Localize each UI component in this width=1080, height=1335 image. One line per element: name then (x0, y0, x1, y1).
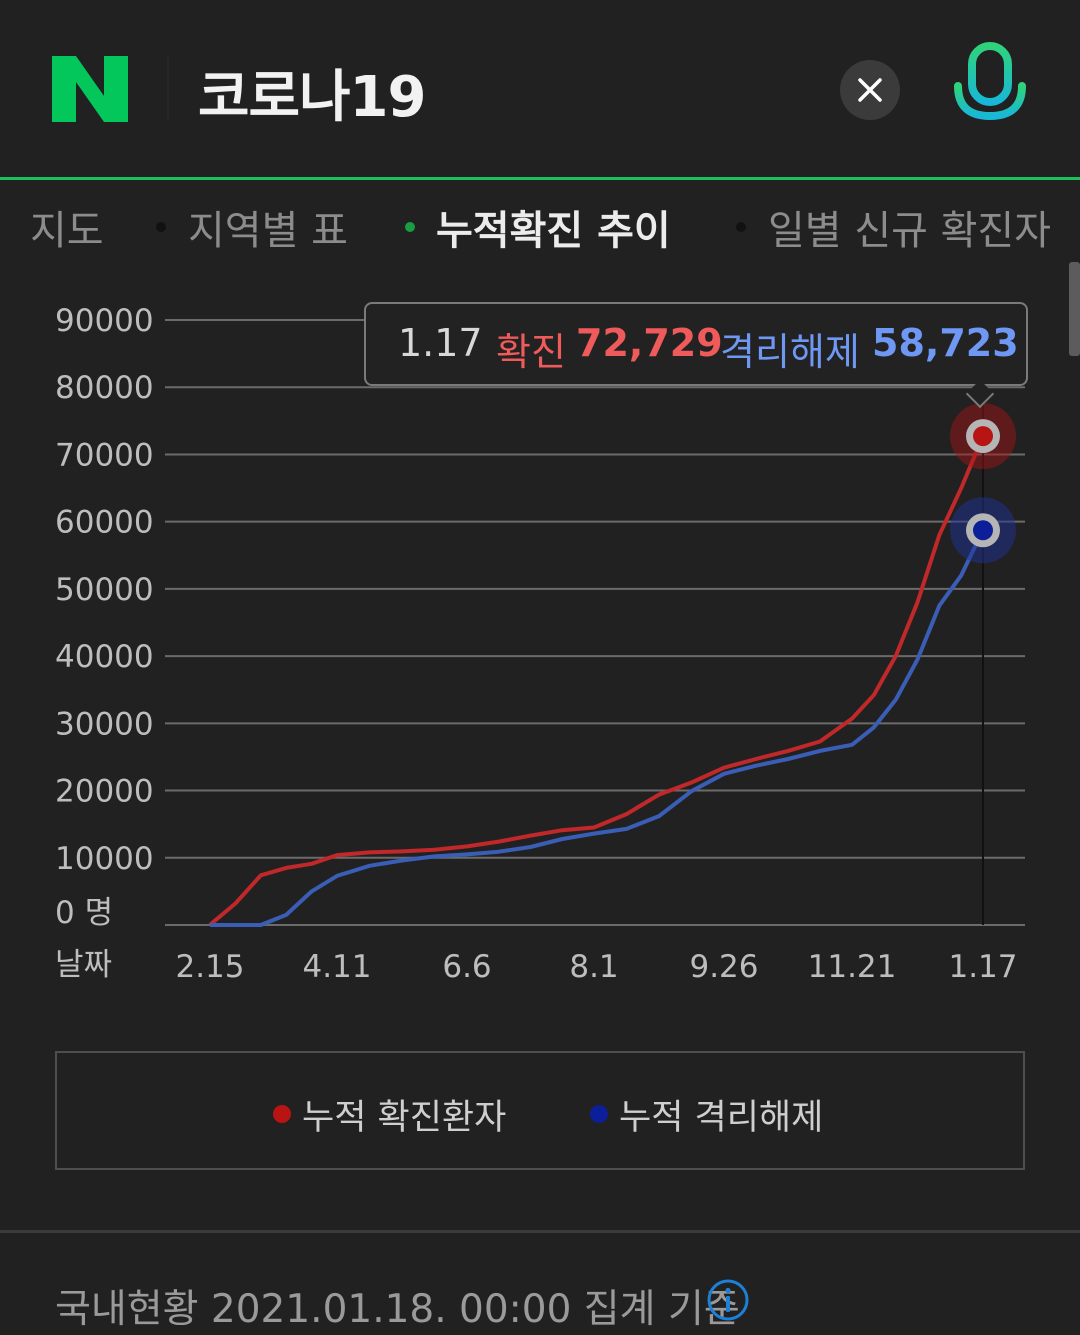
header-underline (0, 177, 1080, 180)
tab-daily-new-cases[interactable]: 일별 신규 확진자 (768, 208, 1052, 254)
y-tick-label: 40000 (55, 639, 154, 675)
tooltip-released-value: 58,723 (872, 321, 1019, 365)
y-axis-labels: 90000 80000 70000 60000 50000 40000 30000 20000… (55, 303, 154, 931)
tab-separator-dot (156, 222, 166, 232)
tab-cumulative-trend[interactable]: 누적확진 추이 (436, 208, 671, 254)
y-tick-label: 20000 (55, 774, 154, 810)
naver-logo-icon[interactable] (52, 56, 128, 122)
chart-tab-bar: 지도 지역별 표 누적확진 추이 일별 신규 확진자 (0, 180, 1080, 270)
legend-confirmed-label[interactable]: 누적 확진환자 (302, 1098, 507, 1138)
search-query[interactable]: 코로나19 (198, 65, 426, 130)
x-tick-label: 1.17 (948, 949, 1017, 985)
tooltip-confirmed-value: 72,729 (576, 321, 723, 365)
y-tick-label: 70000 (55, 437, 154, 473)
tab-regional-table[interactable]: 지역별 표 (188, 208, 348, 254)
legend-released-dot (590, 1105, 608, 1123)
marker-confirmed-point[interactable] (973, 426, 993, 447)
scrollbar[interactable] (1069, 262, 1080, 356)
close-icon (858, 78, 882, 102)
tab-map[interactable]: 지도 (30, 208, 104, 254)
series-line-released (210, 529, 985, 927)
x-tick-label: 6.6 (442, 949, 491, 985)
tooltip-date: 1.17 (398, 321, 483, 365)
tooltip-confirmed-label: 확진 (496, 330, 566, 374)
clear-search-button[interactable] (840, 60, 900, 120)
tab-active-dot (405, 222, 415, 232)
tab-separator-dot (736, 222, 746, 232)
status-text: 국내현황 2021.01.18. 00:00 집계 기준 (55, 1287, 740, 1332)
section-divider (0, 1230, 1080, 1233)
search-divider (167, 56, 169, 122)
y-tick-label: 10000 (55, 841, 154, 877)
y-tick-label: 60000 (55, 505, 154, 541)
x-tick-label: 2.15 (175, 949, 244, 985)
legend-confirmed-dot (273, 1105, 291, 1123)
x-axis-title: 날짜 (55, 947, 112, 983)
y-tick-label: 50000 (55, 572, 154, 608)
y-tick-label: 90000 (55, 303, 154, 339)
y-tick-label: 30000 (55, 706, 154, 742)
x-tick-label: 4.11 (302, 949, 371, 985)
legend-released-label[interactable]: 누적 격리해제 (619, 1098, 824, 1138)
x-tick-label: 8.1 (569, 949, 618, 985)
x-axis-labels: 2.15 4.11 6.6 8.1 9.26 11.21 1.17 (175, 949, 1017, 985)
y-tick-label: 80000 (55, 370, 154, 406)
chart-legend: 누적 확진환자 누적 격리해제 (55, 1051, 1025, 1170)
chart-markers (950, 403, 1016, 564)
chart-tooltip: 1.17 확진 72,729 격리해제 58,723 (364, 302, 1028, 409)
search-header: 코로나19 (0, 0, 1080, 178)
x-tick-label: 11.21 (808, 949, 897, 985)
chart-series (208, 435, 985, 927)
x-tick-label: 9.26 (689, 949, 758, 985)
tooltip-released-label: 격리해제 (720, 330, 860, 374)
series-line-confirmed (208, 435, 985, 927)
microphone-icon[interactable] (950, 42, 1030, 134)
tab-fade (1050, 180, 1080, 270)
cumulative-chart[interactable]: 90000 80000 70000 60000 50000 40000 30000 20000… (0, 280, 1080, 990)
y-tick-label: 0 명 (55, 895, 113, 931)
info-icon[interactable] (706, 1278, 750, 1322)
marker-released-point[interactable] (973, 520, 993, 541)
